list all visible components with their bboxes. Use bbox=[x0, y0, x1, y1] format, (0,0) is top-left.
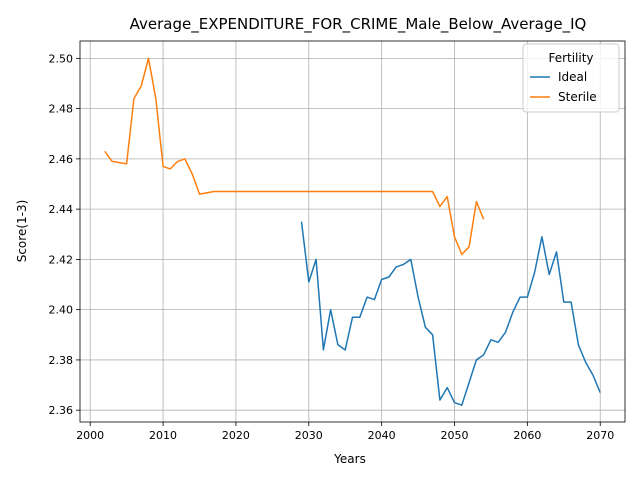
x-tick-label: 2060 bbox=[513, 429, 541, 442]
legend-title: Fertility bbox=[548, 51, 593, 65]
y-tick-label: 2.46 bbox=[49, 153, 74, 166]
y-tick-label: 2.36 bbox=[49, 404, 74, 417]
y-axis-label: Score(1-3) bbox=[15, 200, 29, 263]
legend-items: Ideal Sterile bbox=[530, 70, 597, 104]
y-tick-label: 2.44 bbox=[49, 203, 74, 216]
x-tick-label: 2010 bbox=[149, 429, 177, 442]
x-tick-label: 2040 bbox=[368, 429, 396, 442]
x-tick-label: 2030 bbox=[295, 429, 323, 442]
legend-box bbox=[522, 43, 620, 113]
chart-title: Average_EXPENDITURE_FOR_CRIME_Male_Below… bbox=[130, 15, 587, 34]
legend: Fertility Ideal Sterile bbox=[522, 43, 620, 113]
plot-frame bbox=[79, 40, 626, 423]
x-tick-label: 2050 bbox=[441, 429, 469, 442]
legend-label-ideal: Ideal bbox=[558, 70, 587, 84]
series-line-ideal bbox=[300, 221, 601, 406]
y-tick-label: 2.50 bbox=[49, 52, 74, 65]
legend-label-sterile: Sterile bbox=[558, 90, 597, 104]
series-line-sterile bbox=[104, 57, 485, 256]
y-tick-label: 2.38 bbox=[49, 354, 74, 367]
series-layer bbox=[104, 57, 601, 406]
x-tick-label: 2070 bbox=[586, 429, 614, 442]
y-tick-label: 2.42 bbox=[49, 253, 74, 266]
x-tick-label: 2020 bbox=[222, 429, 250, 442]
y-tick-label: 2.40 bbox=[49, 304, 74, 317]
y-tick-label: 2.48 bbox=[49, 103, 74, 116]
x-axis-label: Years bbox=[333, 452, 366, 466]
x-tick-label: 2000 bbox=[76, 429, 104, 442]
y-axis-ticks: 2.36 2.38 2.40 2.42 2.44 2.46 2.48 2.50 bbox=[49, 52, 80, 417]
x-axis-ticks: 2000 2010 2020 2030 2040 2050 2060 2070 bbox=[76, 422, 614, 442]
